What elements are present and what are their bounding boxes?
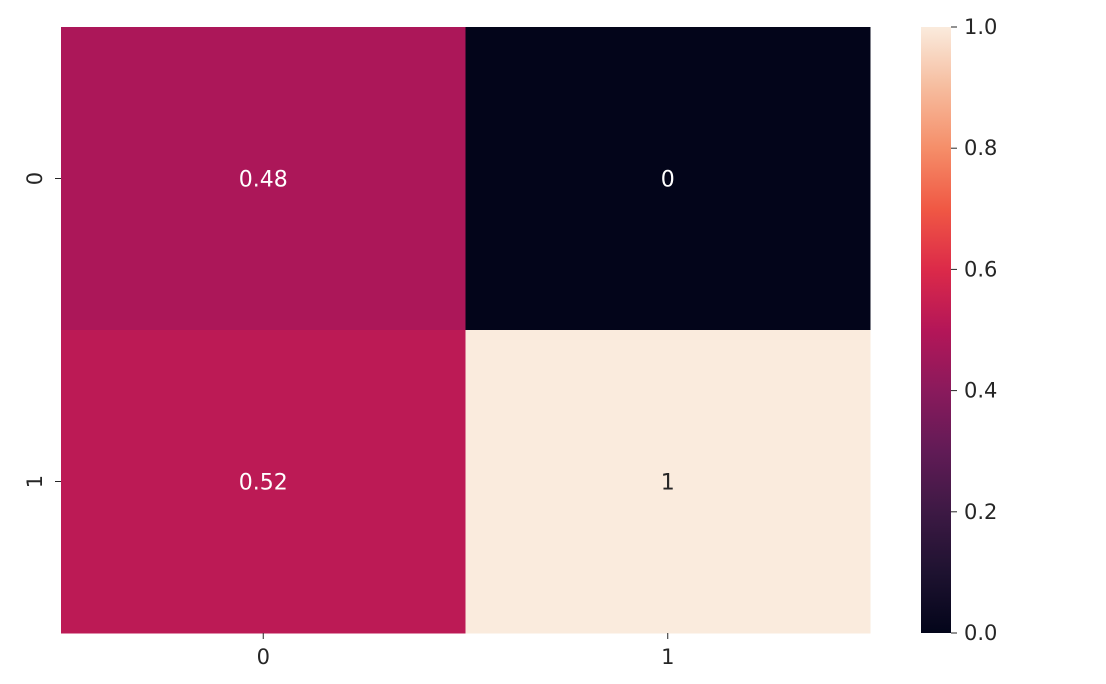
y-tick-label: 1 (23, 475, 47, 488)
heatmap-cell-1-0 (61, 330, 466, 634)
colorbar-ticks: 0.0 0.2 0.4 0.6 0.8 1.0 (951, 15, 997, 645)
colorbar-tick-label: 0.2 (964, 500, 997, 524)
colorbar-tick-label: 0.6 (964, 257, 997, 281)
heatmap-cell-0-1 (465, 27, 871, 331)
cell-annotation-0-1: 0 (661, 168, 675, 193)
heatmap-cell-1-1 (465, 330, 871, 634)
colorbar-tick-label: 0.8 (964, 136, 997, 160)
cell-annotation-1-1: 1 (661, 471, 675, 496)
colorbar-tick-label: 0.0 (964, 621, 997, 645)
heatmap-cell-0-0 (61, 27, 466, 331)
y-tick-label: 0 (23, 172, 47, 185)
cell-annotation-0-0: 0.48 (239, 168, 288, 193)
colorbar-tick-label: 1.0 (964, 15, 997, 39)
y-axis: 01 (23, 172, 61, 488)
colorbar: 0.0 0.2 0.4 0.6 0.8 1.0 (921, 15, 997, 645)
x-tick-label: 0 (257, 645, 270, 669)
x-tick-label: 1 (661, 645, 674, 669)
cell-annotations: 0.48 0 0.52 1 (239, 168, 675, 496)
colorbar-gradient (921, 27, 951, 633)
heatmap-cells (61, 27, 871, 634)
colorbar-tick-label: 0.4 (964, 379, 997, 403)
cell-annotation-1-0: 0.52 (239, 471, 288, 496)
